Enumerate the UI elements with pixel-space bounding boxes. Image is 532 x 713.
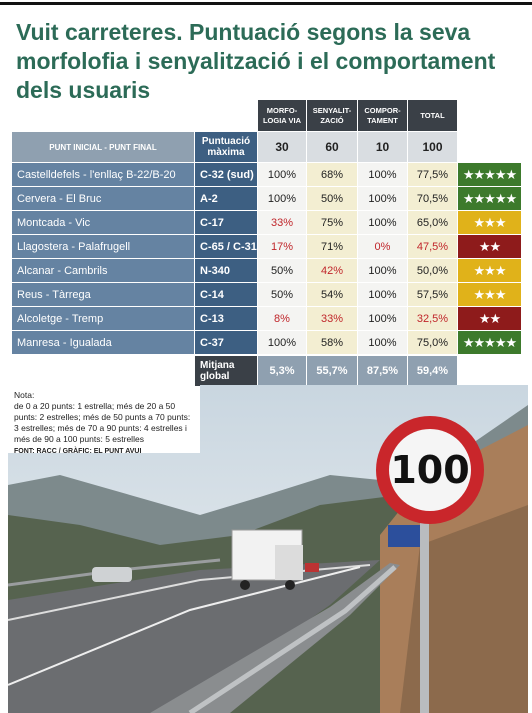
score: 0% xyxy=(358,235,407,258)
score: 68% xyxy=(307,163,357,186)
stars: ★★ xyxy=(458,235,521,258)
score: 100% xyxy=(358,211,407,234)
score: 17% xyxy=(258,235,306,258)
score: 50% xyxy=(258,259,306,282)
note-heading: Nota: xyxy=(14,390,194,401)
road: C-14 xyxy=(195,283,257,306)
stars: ★★★ xyxy=(458,211,521,234)
road: C-37 xyxy=(195,331,257,354)
road: A-2 xyxy=(195,187,257,210)
route: Llagostera - Palafrugell xyxy=(12,235,194,258)
score: 50% xyxy=(307,187,357,210)
score: 42% xyxy=(307,259,357,282)
score: 100% xyxy=(358,307,407,330)
note: Nota: de 0 a 20 punts: 1 estrella; més d… xyxy=(14,390,194,457)
route: Reus - Tàrrega xyxy=(12,283,194,306)
column-header: TOTAL xyxy=(408,100,457,131)
score: 57,5% xyxy=(408,283,457,306)
route: Manresa - Igualada xyxy=(12,331,194,354)
score: 100% xyxy=(358,331,407,354)
average: 55,7% xyxy=(307,356,357,386)
score: 65,0% xyxy=(408,211,457,234)
score: 100% xyxy=(358,163,407,186)
score: 100% xyxy=(358,259,407,282)
stars: ★★★★★ xyxy=(458,331,521,354)
score: 100% xyxy=(258,187,306,210)
score: 58% xyxy=(307,331,357,354)
column-header: MORFO- LOGIA VIA xyxy=(258,100,306,131)
average: 5,3% xyxy=(258,356,306,386)
top-rule xyxy=(0,2,532,5)
score: 50% xyxy=(258,283,306,306)
route-header: PUNT INICIAL - PUNT FINAL xyxy=(12,132,194,162)
stars: ★★★ xyxy=(458,283,521,306)
route: Alcanar - Cambrils xyxy=(12,259,194,282)
note-body: de 0 a 20 punts: 1 estrella; més de 20 a… xyxy=(14,401,194,445)
score: 77,5% xyxy=(408,163,457,186)
score: 71% xyxy=(307,235,357,258)
score: 75% xyxy=(307,211,357,234)
score: 100% xyxy=(258,331,306,354)
stars: ★★★ xyxy=(458,259,521,282)
score: 100% xyxy=(358,283,407,306)
score: 75,0% xyxy=(408,331,457,354)
column-header: SENYALIT- ZACIÓ xyxy=(307,100,357,131)
score: 32,5% xyxy=(408,307,457,330)
stars: ★★★★★ xyxy=(458,187,521,210)
score: 100% xyxy=(358,187,407,210)
max-value: 30 xyxy=(258,132,306,162)
road: C-13 xyxy=(195,307,257,330)
max-value: 100 xyxy=(408,132,457,162)
score: 47,5% xyxy=(408,235,457,258)
road: C-17 xyxy=(195,211,257,234)
footer-label: Mitjana global xyxy=(195,356,257,386)
max-label: Puntuació màxima xyxy=(195,132,257,162)
route: Montcada - Vic xyxy=(12,211,194,234)
route: Cervera - El Bruc xyxy=(12,187,194,210)
score: 33% xyxy=(258,211,306,234)
column-header: COMPOR- TAMENT xyxy=(358,100,407,131)
score: 33% xyxy=(307,307,357,330)
stars: ★★ xyxy=(458,307,521,330)
stars: ★★★★★ xyxy=(458,163,521,186)
score: 70,5% xyxy=(408,187,457,210)
speed-sign: 100 xyxy=(390,448,469,492)
page: {"title": "Vuit carreteres. Puntuació se… xyxy=(0,0,532,713)
average: 59,4% xyxy=(408,356,457,386)
max-value: 60 xyxy=(307,132,357,162)
title: Vuit carreteres. Puntuació segons la sev… xyxy=(16,18,521,105)
score: 50,0% xyxy=(408,259,457,282)
score: 8% xyxy=(258,307,306,330)
road: C-32 (sud) xyxy=(195,163,257,186)
average: 87,5% xyxy=(358,356,407,386)
road: C-65 / C-31 xyxy=(195,235,257,258)
score: 54% xyxy=(307,283,357,306)
road: N-340 xyxy=(195,259,257,282)
source: FONT: RACC / GRÀFIC: EL PUNT AVUI xyxy=(14,446,194,457)
score: 100% xyxy=(258,163,306,186)
route: Castelldefels - l'enllaç B-22/B-20 xyxy=(12,163,194,186)
max-value: 10 xyxy=(358,132,407,162)
route: Alcoletge - Tremp xyxy=(12,307,194,330)
